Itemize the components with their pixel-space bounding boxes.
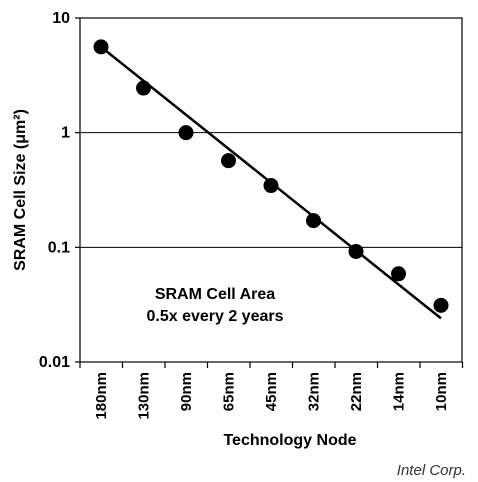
x-tick-label: 90nm [178,372,195,411]
x-tick-label: 14nm [391,372,408,411]
data-point [263,178,279,194]
data-point [391,266,406,282]
y-tick-label: 10 [52,10,70,27]
data-point [433,297,449,313]
y-axis-ticks: 0.01 0.1 1 10 [39,10,80,371]
grid-lines [80,132,462,248]
x-tick-label: 22nm [348,372,365,411]
x-tick-label: 65nm [221,372,238,411]
y-tick-label: 0.01 [39,354,70,371]
data-point [136,80,151,96]
data-point [178,125,194,141]
data-point [221,153,236,169]
x-tick-label: 32nm [306,372,323,411]
x-tick-label: 180nm [93,372,110,420]
annotation-line-2: 0.5x every 2 years [146,308,283,325]
plot-area-frame [79,17,463,363]
x-tick-label: 10nm [433,372,450,411]
y-tick-label: 0.1 [48,239,70,256]
source-credit: Intel Corp. [397,462,466,479]
y-axis-title: SRAM Cell Size (μm²) [12,109,29,271]
x-tick-label: 130nm [136,372,153,420]
x-axis-title: Technology Node [223,432,356,449]
data-point [306,213,321,229]
x-axis-ticks: 180nm 130nm 90nm 65nm 45nm 32nm 22nm 14nm 10nm [79,362,464,420]
data-point [348,243,364,259]
data-point [93,39,109,55]
x-tick-label: 45nm [263,372,280,411]
annotation-line-1: SRAM Cell Area [155,286,275,303]
y-tick-label: 1 [61,125,70,142]
data-points [93,39,449,313]
